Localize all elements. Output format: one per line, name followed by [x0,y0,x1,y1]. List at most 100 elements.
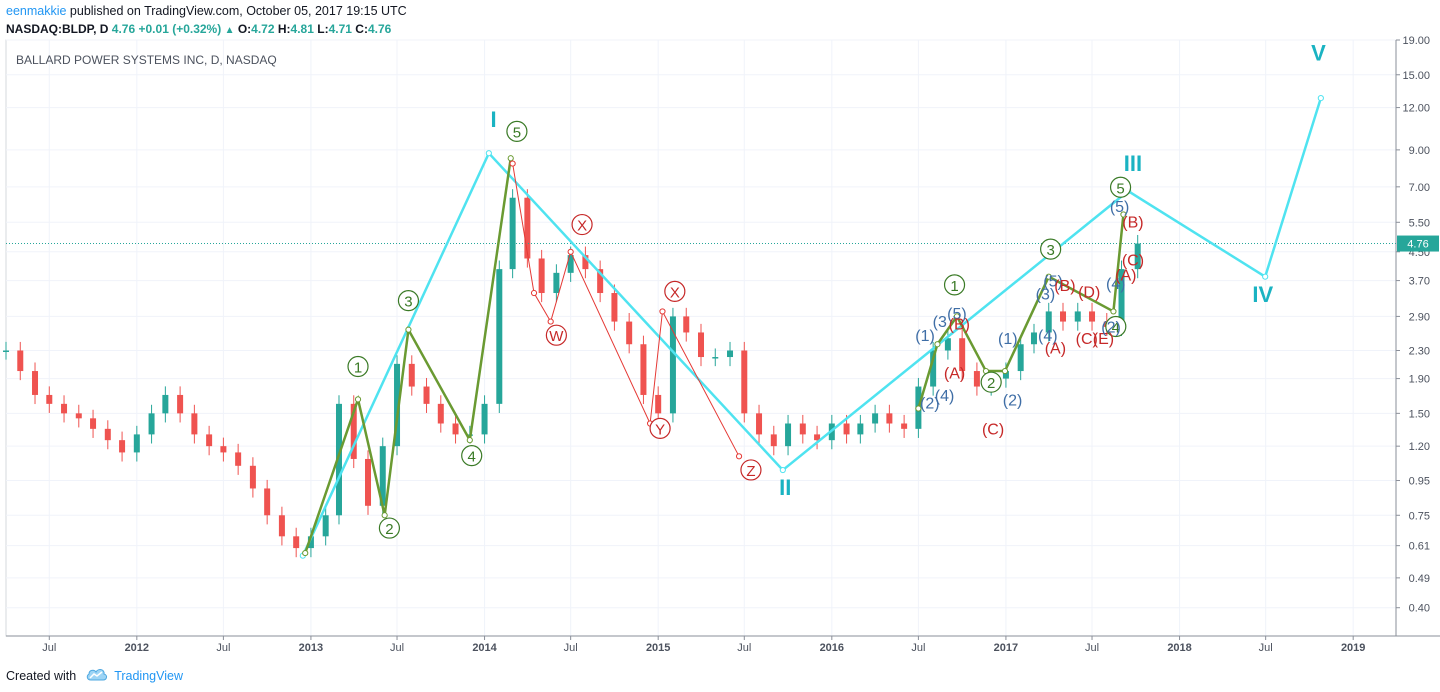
wave-label: (C) [1122,252,1144,269]
current-price-badge [1397,235,1439,252]
candle-body [509,197,516,270]
candle-body [350,403,357,459]
y-tick-label: 7.00 [1409,182,1430,194]
low-value: 4.71 [328,22,352,36]
wave-label: (3 [933,314,947,331]
wave-label: X [670,284,680,301]
candle-body [1089,311,1096,322]
wave-label: 2 [987,375,995,392]
candle-body [119,440,126,453]
wave-label: (A) [1045,341,1066,358]
candle-body [408,363,415,387]
wave-label: (B) [949,317,970,334]
tradingview-link[interactable]: TradingView [114,668,183,683]
candle-body [567,255,574,273]
candle-body [1030,332,1037,345]
wave-degree-label: IV [1252,282,1273,307]
candle-body [712,357,719,359]
candle-body [437,403,444,424]
wave-label: (5) [1043,274,1063,291]
wave-label-circle [347,355,369,378]
wave-label-circle [943,274,966,296]
wave-point [934,341,941,348]
candle-body [524,197,531,259]
candle-body [698,332,704,358]
wave-label: 5 [1116,180,1124,197]
wave-point [735,453,743,460]
y-tick-label: 0.75 [1409,510,1430,522]
symbol-label: NASDAQ:BLDP, D [6,22,109,36]
wave-label: (B) [1122,215,1143,232]
wave-point [1262,273,1269,280]
x-tick-label: Jul [911,642,925,654]
x-tick-label: Jul [737,642,751,654]
candle-body [379,446,386,506]
y-tick-label: 5.50 [1409,217,1430,229]
footer: Created with TradingView [6,667,183,684]
wave-label: (5) [1110,199,1130,216]
candle-body [335,403,342,516]
candle-body [1060,311,1067,322]
wave-label-circle [980,371,1002,393]
wave-degree-label: III [1124,151,1142,176]
candle-body [1118,269,1125,327]
candle-body [162,394,169,414]
triangle-up-icon: ▲ [224,25,235,36]
candle-body [1134,243,1141,270]
candle-body [640,344,647,395]
wave-point [530,289,538,297]
wave-label-circle [378,517,401,539]
candle-body [293,536,300,549]
candle-body [857,423,864,435]
candle-body [496,269,503,404]
candle-body [843,423,850,435]
candle-body [191,413,198,435]
wave-point [1110,308,1117,315]
candle-body [264,488,271,516]
wave-label: 3 [1046,242,1054,259]
candle-body [669,316,676,414]
chart-title: BALLARD POWER SYSTEMS INC, D, NASDAQ [16,53,277,67]
wave-label: (A) [1115,268,1136,285]
wave-label: X [577,218,587,235]
candle-body [1045,311,1052,333]
candle-body [46,394,53,404]
candle-body [220,446,227,453]
wave-point [659,308,666,315]
x-tick-label: Jul [1259,642,1273,654]
author-link[interactable]: eenmakkie [6,4,67,18]
y-tick-label: 1.90 [1409,374,1430,386]
y-tick-label: 0.61 [1409,541,1430,553]
wave-line [304,158,512,554]
wave-label: (2) [1101,319,1121,336]
candle-body [1002,371,1009,379]
wave-label-circle [461,445,483,467]
wave-label: 1 [950,278,958,295]
candle-body [959,338,966,372]
open-value: 4.72 [251,22,275,36]
candle-body [727,350,734,358]
candle-body [611,293,618,322]
y-tick-label: 0.95 [1409,476,1430,488]
wave-label: (4) [1038,328,1058,345]
candle-body [799,423,806,435]
last-price: 4.76 [111,22,136,36]
x-tick-label: Jul [390,642,404,654]
wave-point [509,160,516,167]
y-tick-label: 19.00 [1402,35,1430,47]
y-tick-label: 1.20 [1409,441,1430,453]
price-change: +0.01 (+0.32%) [138,22,222,36]
y-tick-label: 15.00 [1402,70,1430,82]
wave-label: (4) [1106,276,1126,293]
y-tick-label: 2.30 [1409,345,1430,357]
cloud-logo-icon [86,667,108,684]
candle-body [133,434,140,453]
x-tick-label: 2016 [820,642,844,654]
x-tick-label: Jul [216,642,230,654]
y-tick-label: 12.00 [1402,103,1430,115]
wave-degree-label: V [1311,41,1326,66]
wave-label: (1) [998,331,1018,348]
wave-point [953,313,961,320]
candle-body [901,423,908,429]
